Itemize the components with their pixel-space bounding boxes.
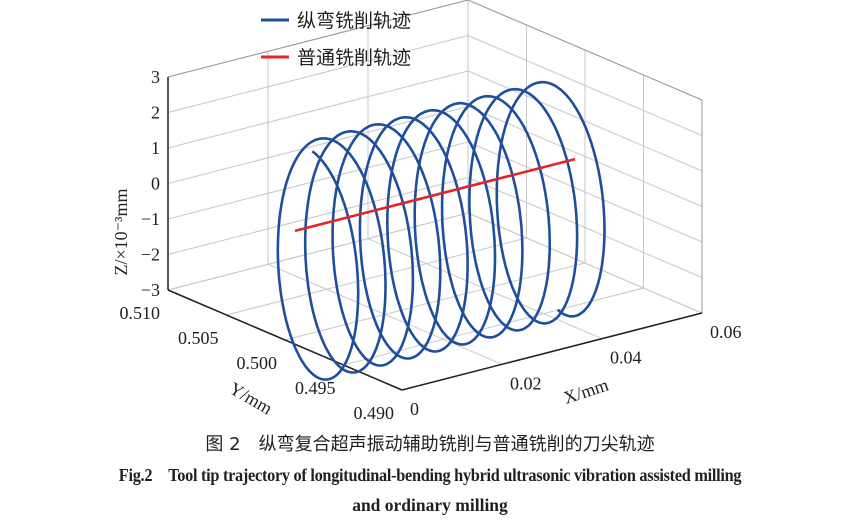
z-tick-label: 0	[151, 174, 160, 194]
z-tick-label: 2	[151, 103, 160, 123]
z-axis-label: Z/×10⁻³mm	[111, 188, 131, 275]
x-tick-label: 0.04	[610, 348, 642, 368]
z-tick-label: −1	[141, 209, 160, 229]
x-tick-label: 0	[410, 399, 419, 419]
gridline-y	[343, 287, 644, 366]
legend-label-red: 普通铣削轨迹	[297, 47, 411, 69]
tick-labels: −3 −2 −1 0 1 2 3 0.490 0.495 0.500 0.505 0.510 0 0.02…	[120, 67, 742, 423]
series-line-longitudinal-bending	[276, 80, 606, 381]
y-tick-label: 0.505	[178, 328, 219, 348]
gridline-z	[167, 141, 469, 220]
z-tick-label: 1	[151, 138, 160, 158]
gridline-y	[226, 237, 527, 316]
box-edge	[467, 0, 703, 101]
gridline-y	[284, 262, 586, 341]
y-tick-label: 0.510	[120, 303, 161, 323]
3d-trajectory-chart: −3 −2 −1 0 1 2 3 0.490 0.495 0.500 0.505 0.510 0 0.02…	[111, 0, 742, 423]
z-tick-label: −3	[141, 280, 160, 300]
gridline-z	[167, 35, 469, 113]
box-edge	[167, 0, 469, 78]
figure-caption-en: Fig.2 Tool tip trajectory of longitudina…	[118, 465, 742, 485]
x-axis-line	[401, 312, 703, 391]
legend-label-blue: 纵弯铣削轨迹	[297, 10, 411, 32]
y-axis-line	[167, 289, 403, 391]
y-tick-label: 0.490	[354, 403, 395, 423]
gridline-z	[167, 177, 469, 255]
series-line-ordinary	[294, 157, 576, 233]
figure-caption-cn: 图 2 纵弯复合超声振动辅助铣削与普通铣削的刀尖轨迹	[205, 434, 655, 455]
gridline-z	[167, 70, 469, 149]
y-axis-label: Y/mm	[226, 378, 276, 418]
z-tick-label: −2	[141, 245, 160, 265]
gridline-y	[167, 212, 469, 291]
x-tick-label: 0.02	[510, 373, 542, 393]
legend: 纵弯铣削轨迹 普通铣削轨迹	[261, 10, 411, 69]
x-axis-label: X/mm	[561, 375, 611, 408]
x-tick-label: 0.06	[710, 322, 742, 342]
y-tick-label: 0.500	[237, 353, 278, 373]
axes-box	[167, 0, 703, 391]
figure-caption-en-line2: and ordinary milling	[352, 495, 508, 515]
y-tick-label: 0.495	[295, 378, 336, 398]
z-tick-label: 3	[151, 67, 160, 87]
series-curves	[276, 80, 606, 381]
